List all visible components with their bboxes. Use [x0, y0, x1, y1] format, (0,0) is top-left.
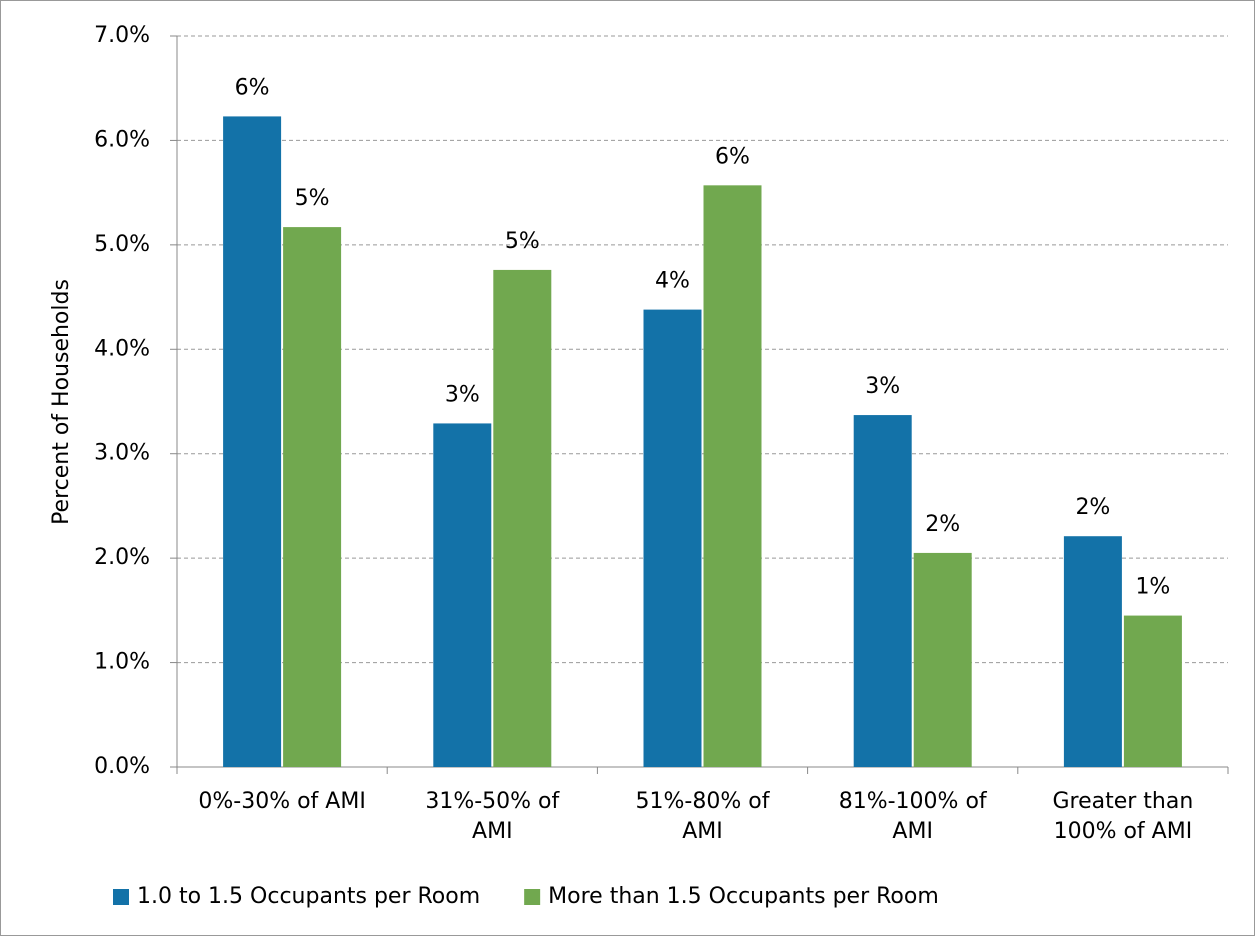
legend-label: More than 1.5 Occupants per Room: [548, 884, 939, 909]
data-label: 1%: [1135, 575, 1170, 600]
data-label: 5%: [295, 186, 330, 211]
data-label: 4%: [655, 269, 690, 294]
bar: [283, 227, 342, 768]
y-tick-label: 0.0%: [94, 754, 150, 779]
y-tick-label: 5.0%: [94, 232, 150, 257]
x-tick-label: 0%-30% of AMI: [198, 789, 366, 814]
bar: [913, 552, 972, 767]
y-tick-label: 7.0%: [94, 23, 150, 48]
y-tick-label: 6.0%: [94, 127, 150, 152]
legend-swatch: [113, 889, 129, 905]
y-tick-label: 2.0%: [94, 545, 150, 570]
bar: [1063, 536, 1122, 767]
bar: [643, 309, 702, 767]
x-tick-label: 51%-80% of AMI: [635, 789, 770, 844]
x-tick-label: Greater than 100% of AMI: [1052, 789, 1194, 844]
bar: [223, 116, 282, 767]
data-label: 6%: [715, 144, 750, 169]
x-tick-label: 81%-100% of AMI: [838, 789, 987, 844]
bar: [433, 423, 492, 767]
x-tick-label: 31%-50% of AMI: [425, 789, 560, 844]
bar: [1123, 615, 1182, 767]
bar: [493, 269, 552, 767]
data-label: 3%: [865, 374, 900, 399]
y-tick-label: 3.0%: [94, 441, 150, 466]
legend-swatch: [524, 889, 541, 905]
y-axis-label: Percent of Households: [49, 279, 74, 525]
bar: [853, 415, 912, 767]
data-label: 3%: [445, 382, 480, 407]
data-label: 2%: [925, 512, 960, 537]
y-tick-label: 1.0%: [94, 650, 150, 675]
data-label: 5%: [505, 229, 540, 254]
bar: [703, 185, 762, 767]
data-label: 2%: [1075, 495, 1110, 520]
y-tick-label: 4.0%: [94, 336, 150, 361]
data-label: 6%: [235, 75, 270, 100]
legend-label: 1.0 to 1.5 Occupants per Room: [137, 884, 480, 909]
